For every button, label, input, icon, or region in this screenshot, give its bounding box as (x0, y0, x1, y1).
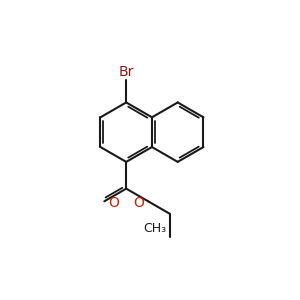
Text: O: O (108, 196, 119, 210)
Text: O: O (134, 196, 145, 210)
Text: CH₃: CH₃ (143, 222, 167, 235)
Text: Br: Br (118, 65, 134, 79)
